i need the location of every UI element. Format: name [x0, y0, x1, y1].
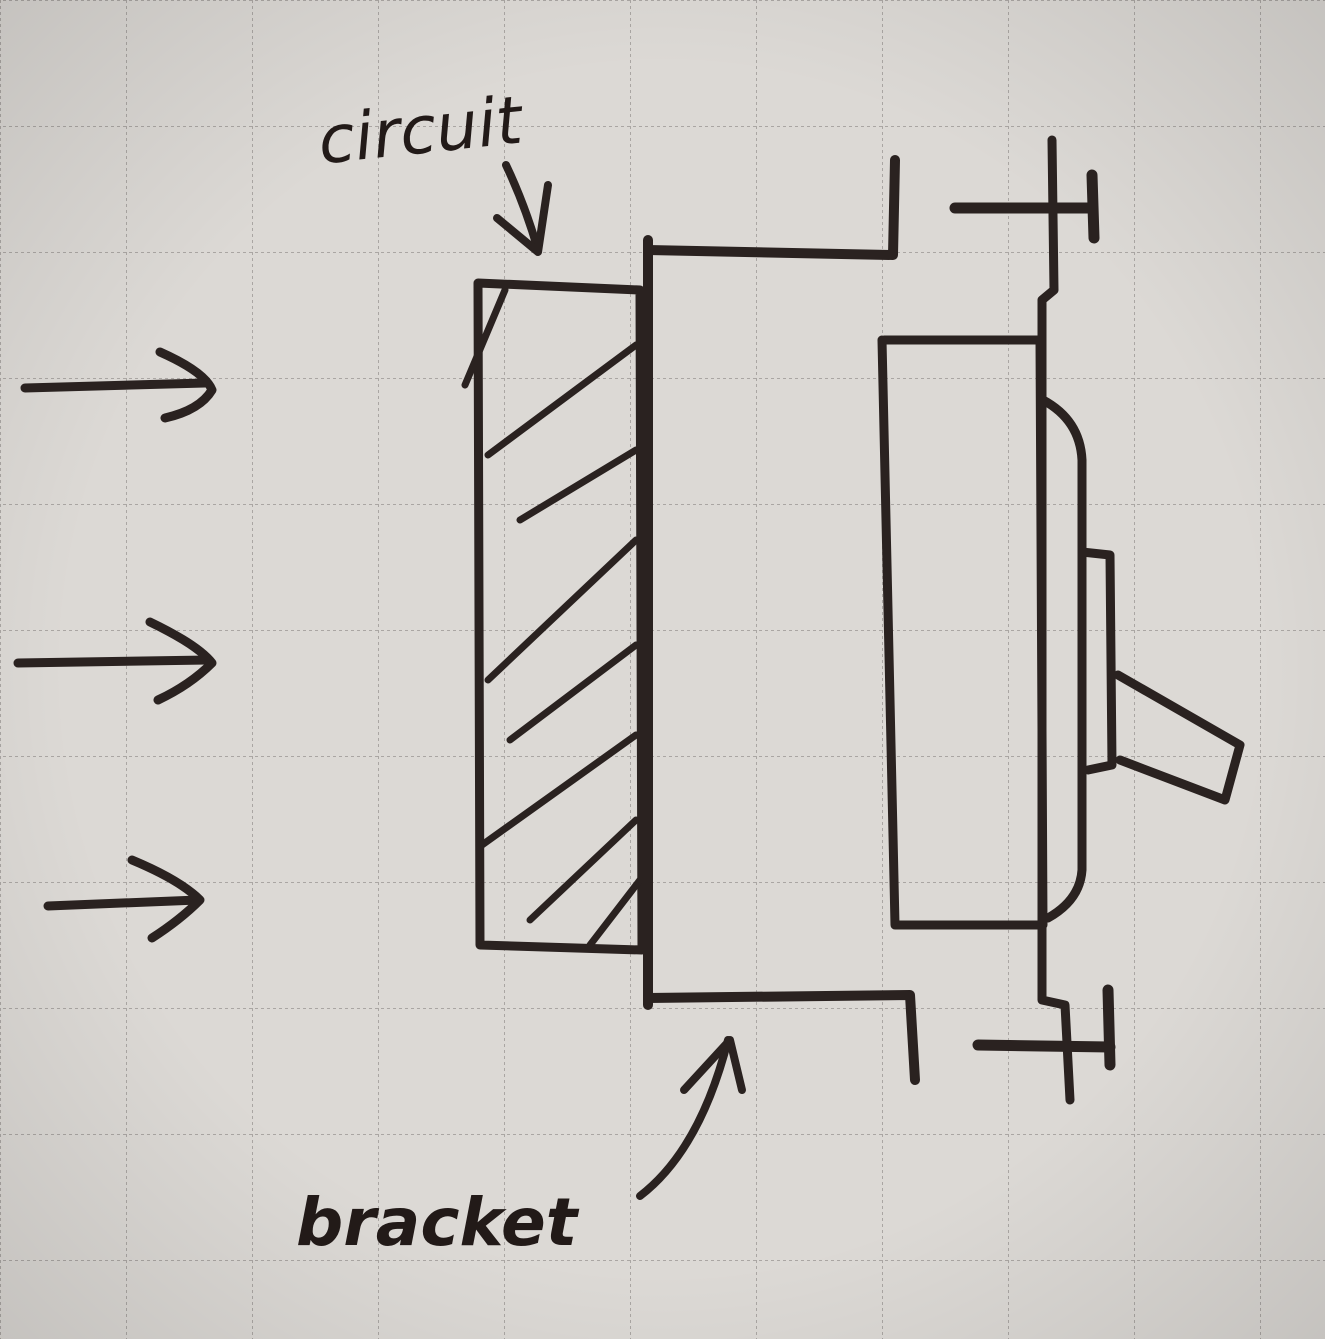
airflow-arrows [13, 347, 217, 943]
circuit-board [461, 278, 647, 955]
motor-block [1077, 547, 1117, 775]
arrow-bottom [43, 855, 205, 943]
screw-top [949, 169, 1100, 244]
fan-body [877, 335, 1048, 930]
bracket [643, 155, 920, 1085]
bracket-label: bracket [296, 1184, 580, 1261]
fan-hub [1038, 395, 1087, 923]
circuit-hatching [461, 286, 644, 949]
arrow-top [20, 347, 217, 423]
circuit-pointer-arrow [493, 161, 552, 256]
screw-bottom [972, 984, 1116, 1071]
arrow-middle [13, 617, 217, 705]
fan-blade [1113, 670, 1245, 805]
fan-assembly [877, 135, 1245, 1105]
bracket-pointer-arrow [636, 1036, 746, 1200]
